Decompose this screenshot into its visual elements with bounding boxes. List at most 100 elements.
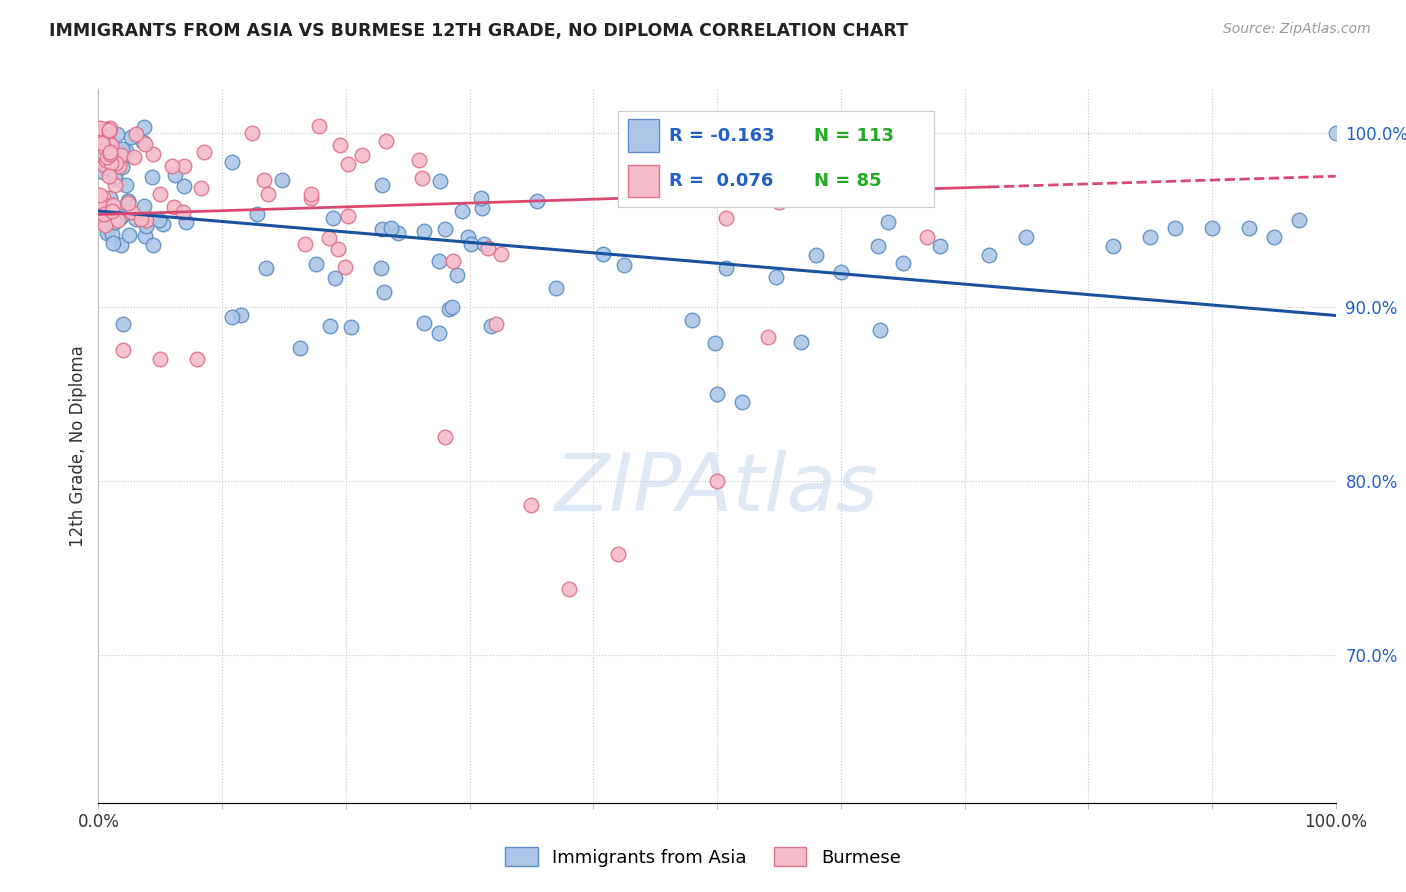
Point	[94, 142, 117, 156]
Point	[100, 227, 122, 242]
Point	[221, 310, 243, 324]
Point	[830, 265, 852, 279]
Point	[93, 203, 115, 218]
Point	[124, 129, 146, 144]
Point	[322, 211, 344, 226]
Point	[318, 231, 340, 245]
Point	[775, 145, 797, 159]
Point	[94, 153, 117, 167]
Y-axis label: 12th Grade, No Diploma: 12th Grade, No Diploma	[69, 345, 87, 547]
Point	[122, 150, 145, 164]
Point	[544, 281, 567, 295]
Point	[100, 145, 122, 159]
Point	[148, 212, 170, 227]
Point	[804, 247, 827, 261]
Point	[557, 582, 579, 596]
Point	[96, 219, 118, 234]
Point	[111, 160, 134, 174]
Point	[319, 318, 342, 333]
Point	[97, 123, 120, 137]
Point	[380, 220, 402, 235]
Point	[457, 230, 479, 244]
Point	[256, 187, 278, 202]
Point	[110, 148, 132, 162]
Point	[91, 165, 114, 179]
Point	[489, 247, 512, 261]
Point	[98, 147, 121, 161]
Point	[299, 186, 322, 201]
Point	[254, 261, 277, 276]
Point	[134, 199, 156, 213]
Point	[97, 124, 120, 138]
Point	[288, 341, 311, 355]
Point	[412, 224, 434, 238]
Point	[107, 159, 129, 173]
Point	[186, 351, 208, 366]
Point	[373, 285, 395, 299]
Point	[323, 271, 346, 285]
Point	[98, 161, 121, 176]
Point	[110, 210, 132, 224]
Point	[714, 211, 737, 226]
Point	[110, 151, 132, 165]
Point	[101, 148, 124, 162]
Point	[526, 194, 548, 209]
Point	[108, 154, 131, 169]
Point	[98, 169, 121, 184]
Point	[271, 173, 294, 187]
Point	[101, 152, 124, 166]
Point	[163, 200, 186, 214]
Point	[1324, 126, 1347, 140]
Point	[190, 181, 212, 195]
Point	[104, 172, 127, 186]
Point	[460, 236, 482, 251]
Point	[90, 204, 112, 219]
Point	[112, 343, 135, 358]
Point	[337, 157, 360, 171]
Point	[790, 335, 813, 350]
Point	[768, 195, 790, 210]
Point	[149, 351, 172, 366]
Point	[299, 191, 322, 205]
Point	[101, 161, 124, 175]
Point	[613, 258, 636, 272]
Point	[98, 120, 121, 135]
Point	[520, 498, 543, 512]
Point	[91, 197, 114, 211]
Point	[470, 192, 492, 206]
Point	[93, 158, 115, 172]
Point	[173, 159, 195, 173]
Point	[434, 222, 457, 236]
Point	[101, 160, 124, 174]
Point	[427, 254, 450, 268]
Point	[112, 317, 135, 331]
Point	[451, 203, 474, 218]
Point	[89, 120, 111, 135]
Point	[152, 217, 174, 231]
Point	[135, 213, 157, 227]
Point	[471, 202, 494, 216]
Point	[104, 169, 127, 183]
Point	[97, 158, 120, 172]
Point	[731, 395, 754, 409]
Point	[96, 159, 118, 173]
Legend: Immigrants from Asia, Burmese: Immigrants from Asia, Burmese	[498, 840, 908, 874]
Point	[326, 242, 349, 256]
Point	[429, 173, 451, 187]
Point	[440, 300, 463, 314]
Point	[115, 144, 138, 158]
Point	[427, 326, 450, 341]
Point	[117, 194, 139, 208]
Point	[721, 177, 744, 191]
Point	[928, 239, 950, 253]
Point	[98, 191, 121, 205]
Point	[132, 136, 155, 150]
Point	[681, 313, 703, 327]
Point	[308, 119, 330, 133]
Point	[118, 227, 141, 242]
Point	[98, 160, 121, 174]
Point	[876, 215, 898, 229]
Point	[172, 204, 194, 219]
Point	[1015, 230, 1038, 244]
Point	[411, 171, 433, 186]
